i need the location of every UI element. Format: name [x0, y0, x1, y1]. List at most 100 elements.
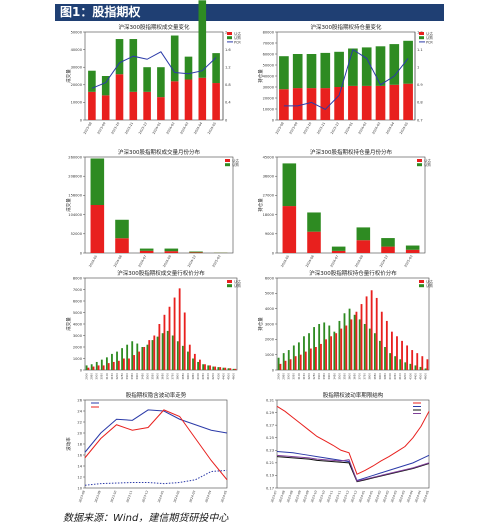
x-tick-label: 2024-01: [152, 122, 162, 136]
x-tick-label: 2024-03: [371, 122, 381, 136]
bar-call: [212, 53, 220, 84]
x-tick-label: 2024-01: [344, 122, 354, 136]
chart-panel-volume-strike: 沪深300股指期权成交量行权价分布 成交量 0 1000 2000 3000 4000 500…: [61, 268, 243, 386]
y-tick-label: 0: [272, 118, 275, 122]
x-tick-label: 2024-02: [173, 490, 181, 503]
x-tick-label: 2024-02: [382, 490, 390, 503]
y2-tick-label: 1: [417, 66, 419, 70]
x-tick-label: 4200: [211, 373, 215, 380]
legend-label: 认沽: [234, 279, 241, 284]
bar-put: [307, 231, 321, 253]
legend-label: PCR: [234, 40, 241, 44]
x-tick-label: 4200: [403, 373, 407, 380]
bar-put: [335, 333, 338, 370]
y-tick-label: 40000: [263, 74, 275, 78]
x-tick-label: 3250: [120, 373, 124, 380]
bar-call: [331, 246, 346, 251]
x-tick-label: 2023-09: [96, 122, 106, 136]
bar-call: [161, 333, 164, 370]
bar-put: [375, 85, 386, 120]
bar-call: [222, 367, 225, 370]
y-tick-label: 208000: [68, 175, 82, 179]
bar-put: [356, 240, 371, 253]
x-tick-label: 2023-10: [302, 122, 312, 136]
y-tick-label: 10: [77, 486, 82, 490]
legend-swatch: [227, 280, 232, 283]
y-tick-label: 45000: [263, 155, 275, 159]
bar-put: [330, 336, 333, 370]
bar-put: [178, 288, 181, 370]
bar-call: [361, 47, 372, 86]
chart-title: 沪深300股指期权持仓量行权价分布: [309, 269, 397, 277]
bar-call: [100, 359, 103, 370]
y-tick-label: 0.27: [266, 423, 274, 427]
bar-put: [385, 320, 388, 370]
bar-put: [334, 87, 344, 120]
bar-put: [143, 347, 146, 370]
x-tick-label: 2024-03: [188, 490, 196, 503]
bar-call: [399, 359, 402, 370]
bar-put: [309, 348, 312, 370]
bar-put: [294, 356, 297, 370]
x-tick-label: 2023-08: [278, 490, 286, 503]
chart-title: 沪深300股指期权成交量行权价分布: [117, 269, 205, 277]
bar-put: [389, 84, 400, 120]
y2-tick-label: 0.4: [225, 101, 231, 105]
x-tick-label: 2024-06: [113, 255, 123, 269]
bar-put: [204, 364, 206, 370]
y-tick-label: 60000: [263, 52, 275, 56]
x-tick-label: 3950: [191, 373, 195, 380]
bar-call: [143, 67, 151, 92]
x-tick-label: 3100: [105, 373, 109, 380]
legend-swatch: [419, 284, 424, 288]
chart-title: 沪深300股指期权持仓量变化: [311, 23, 382, 31]
bar-put: [315, 347, 317, 370]
y-tick-label: 1000: [73, 357, 83, 361]
bar-call: [197, 361, 199, 370]
bar-call: [115, 219, 129, 239]
x-tick-label: 3400: [135, 373, 139, 380]
x-tick-label: 2023-09: [294, 490, 302, 503]
y2-tick-label: 1.1: [417, 48, 423, 52]
bar-call: [306, 54, 317, 89]
bar-call: [164, 248, 179, 252]
bar-call: [187, 351, 189, 370]
bar-put: [279, 363, 282, 370]
bar-put: [173, 297, 176, 370]
plot-frame: [84, 399, 228, 489]
x-tick-label: 2023-07: [270, 490, 278, 503]
series-line: [84, 409, 228, 453]
y-tick-label: 1000: [265, 353, 275, 357]
x-tick-label: 3750: [363, 373, 367, 380]
y-tick-label: 0: [272, 251, 275, 255]
bar-put: [340, 328, 343, 370]
x-tick-label: 3300: [317, 373, 321, 380]
bar-put: [325, 339, 327, 370]
x-tick-label: 2024-05: [88, 255, 98, 269]
legend-label: 认沽: [424, 158, 431, 163]
y-tick-label: 18: [77, 442, 82, 446]
bar-put: [224, 367, 227, 370]
bar-call: [368, 328, 371, 370]
y-tick-label: 52000: [71, 232, 83, 236]
bar-call: [373, 333, 376, 370]
bar-call: [151, 340, 154, 370]
y-tick-label: 5000: [73, 311, 83, 315]
x-tick-label: 2024-12: [379, 255, 389, 269]
legend-label: 认沽: [232, 158, 239, 163]
x-tick-label: 3150: [110, 373, 114, 380]
bar-call: [323, 322, 326, 370]
bar-call: [166, 330, 169, 370]
x-tick-label: 3350: [322, 373, 326, 380]
bar-put: [391, 331, 393, 370]
bar-put: [128, 358, 130, 370]
bar-put: [229, 368, 232, 370]
series-line: [276, 451, 430, 482]
y-tick-label: 12: [77, 475, 82, 479]
bar-call: [95, 361, 98, 370]
y-tick-label: 0.17: [266, 486, 274, 490]
bar-call: [192, 358, 194, 370]
bar-put: [406, 345, 409, 370]
